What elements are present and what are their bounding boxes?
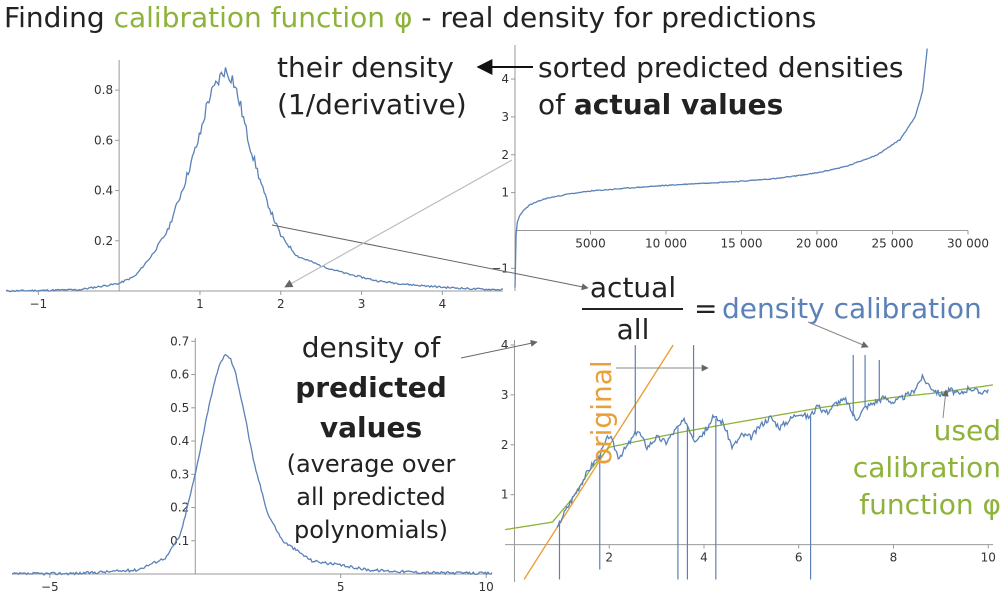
y-tick-label: −1 — [491, 261, 509, 275]
actual-values-prefix: of — [538, 88, 574, 121]
series-line-used-calibration-function- — [504, 384, 994, 531]
all-predicted-label: all predicted — [296, 483, 446, 511]
function-phi-label: function φ — [859, 488, 1001, 521]
sorted-predicted-label: sorted predicted densities — [538, 51, 904, 84]
x-tick-label: 15 000 — [721, 236, 763, 250]
y-tick-label: 0.5 — [170, 401, 189, 415]
x-tick-label: 10 — [479, 580, 494, 594]
series-line-0-0 — [5, 67, 504, 293]
y-tick-label: 4 — [501, 338, 509, 352]
x-tick-label: 1 — [196, 297, 204, 311]
x-tick-label: 10 000 — [645, 236, 687, 250]
equals-sign: = — [694, 292, 717, 325]
x-tick-label: 20 000 — [796, 236, 838, 250]
x-tick-label: 4 — [439, 297, 447, 311]
derivative-label: (1/derivative) — [277, 88, 467, 121]
predicted-density-chart: −5 5 100.10.20.30.40.50.60.7 — [11, 334, 494, 594]
polynomials-label: polynomials) — [294, 516, 448, 544]
used-label: used — [934, 414, 1001, 447]
x-tick-label: 5000 — [575, 236, 606, 250]
y-tick-label: 2 — [501, 148, 509, 162]
x-tick-label: 4 — [700, 551, 708, 565]
sorted-to-axis-arrow — [284, 159, 513, 288]
x-tick-label: −5 — [41, 580, 59, 594]
title-part-1: Finding — [4, 1, 114, 34]
used-label-arrow — [941, 389, 949, 419]
actual-values-label: of actual values — [538, 88, 783, 121]
x-tick-label: 6 — [795, 551, 803, 565]
values-label: values — [320, 411, 422, 444]
y-tick-label: 0.2 — [170, 501, 189, 515]
density-of-label: density of — [302, 331, 442, 364]
series-line-1-0 — [514, 48, 928, 288]
actual-values-bold: actual values — [574, 88, 783, 121]
y-tick-label: 4 — [501, 72, 509, 86]
x-tick-label: 2 — [277, 297, 285, 311]
x-tick-label: 2 — [605, 551, 613, 565]
calibration-label-arrow — [807, 321, 869, 348]
x-tick-label: −1 — [29, 297, 47, 311]
sorted-densities-chart: 5000 10 000 15 000 20 000 25 000 30 000 −1 1 2 3 4 — [491, 45, 989, 291]
y-tick-label: 0.4 — [170, 434, 189, 448]
y-tick-label: 0.8 — [94, 83, 113, 97]
y-tick-label: 2 — [501, 438, 509, 452]
x-tick-label: 5 — [337, 580, 345, 594]
actual-density-chart: −1 1 2 3 4 0.2 0.4 0.6 0.8 — [5, 60, 504, 311]
predicted-label: predicted — [295, 371, 447, 404]
y-tick-label: 1 — [501, 186, 509, 200]
y-tick-label: 1 — [501, 488, 509, 502]
series-line-2-0 — [11, 353, 493, 577]
y-tick-label: 0.7 — [170, 334, 189, 348]
title-part-2: calibration function φ — [114, 1, 413, 34]
average-over-label: (average over — [287, 450, 456, 478]
y-tick-label: 3 — [501, 388, 509, 402]
series-line-original — [523, 344, 674, 580]
figure-title: Finding calibration function φ - real de… — [4, 1, 816, 34]
x-tick-label: 30 000 — [947, 236, 989, 250]
fraction-numerator: actual — [590, 271, 676, 304]
title-part-3: - real density for predictions — [412, 1, 816, 34]
y-tick-label: 0.6 — [94, 133, 113, 147]
y-tick-label: 0.2 — [94, 234, 113, 248]
x-tick-label: 10 — [981, 551, 996, 565]
calibration-label: calibration — [853, 451, 1001, 484]
y-tick-label: 0.4 — [94, 184, 113, 198]
curve-to-actual-arrow — [271, 224, 589, 291]
series-line-density-calibration — [556, 372, 989, 528]
x-tick-label: 8 — [890, 551, 898, 565]
density-calibration-label: density calibration — [722, 292, 982, 325]
y-tick-label: 0.3 — [170, 467, 189, 481]
predicted-to-all-arrow — [460, 339, 538, 359]
their-density-label: their density — [277, 51, 454, 84]
fraction-denominator: all — [617, 313, 650, 346]
y-tick-label: 3 — [501, 110, 509, 124]
y-tick-label: 0.6 — [170, 368, 189, 382]
original-label: original — [585, 360, 618, 465]
x-tick-label: 25 000 — [872, 236, 914, 250]
x-tick-label: 3 — [358, 297, 366, 311]
